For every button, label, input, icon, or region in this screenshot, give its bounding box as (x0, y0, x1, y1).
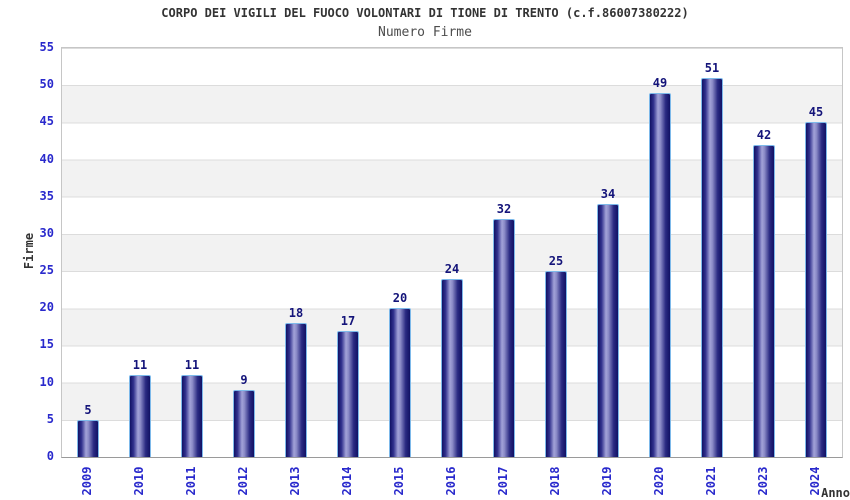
x-tick-label: 2012 (236, 466, 250, 496)
x-tick-label: 2024 (808, 466, 822, 496)
y-tick-label: 50 (39, 77, 54, 92)
bar-value-label: 34 (600, 187, 616, 202)
x-tick-label: 2019 (600, 466, 614, 496)
y-tick-label: 25 (39, 263, 54, 278)
x-tick-label: 2013 (288, 466, 302, 496)
bar-value-label: 42 (756, 127, 772, 142)
bar (441, 278, 463, 457)
bar (805, 122, 827, 457)
bar-value-label: 20 (392, 291, 408, 306)
x-tick-label: 2021 (704, 466, 718, 496)
bar-value-label: 5 (84, 402, 92, 417)
bar (597, 204, 619, 457)
y-tick-label: 45 (39, 114, 54, 129)
x-axis-title: Anno (821, 486, 850, 500)
bar-value-label: 51 (704, 60, 720, 75)
x-tick-label: 2016 (444, 466, 458, 496)
x-tick-label: 2015 (392, 466, 406, 496)
chart-title: CORPO DEI VIGILI DEL FUOCO VOLONTARI DI … (161, 6, 689, 20)
y-tick-label: 55 (39, 40, 54, 54)
y-tick-label: 10 (39, 374, 54, 389)
bar (129, 375, 151, 457)
bar-value-label: 32 (496, 202, 512, 217)
bar (753, 144, 775, 457)
bar (649, 92, 671, 457)
bar-value-label: 9 (240, 373, 248, 388)
bar-value-label: 45 (808, 105, 824, 120)
bar (389, 308, 411, 457)
bar (337, 330, 359, 457)
y-tick-label: 5 (46, 411, 54, 426)
bar (493, 219, 515, 457)
bar-value-label: 25 (548, 254, 564, 269)
x-tick-label: 2010 (132, 466, 146, 496)
bar (545, 271, 567, 457)
y-tick-label: 35 (39, 188, 54, 203)
bar-value-label: 18 (288, 306, 304, 321)
y-tick-label: 20 (39, 300, 54, 315)
bar-value-label: 11 (132, 358, 148, 373)
x-tick-label: 2017 (496, 466, 510, 496)
y-tick-label: 15 (39, 337, 54, 352)
x-tick-label: 2023 (756, 466, 770, 496)
bar (77, 419, 99, 457)
x-tick-label: 2014 (340, 466, 354, 496)
plot-area: 5 11 11 9 18 17 20 24 32 25 34 49 51 42 45 (61, 47, 843, 458)
x-tick-label: 2011 (184, 466, 198, 496)
y-tick-label: 0 (46, 449, 54, 463)
chart-subtitle: Numero Firme (378, 25, 472, 40)
bar-value-label: 11 (184, 358, 200, 373)
bar (285, 323, 307, 457)
y-tick-label: 30 (39, 225, 54, 240)
bar (701, 77, 723, 457)
x-tick-label: 2018 (548, 466, 562, 496)
y-tick-label: 40 (39, 151, 54, 166)
bar-value-label: 17 (340, 313, 356, 328)
bar (181, 375, 203, 457)
bar-value-label: 49 (652, 75, 668, 90)
x-tick-label: 2009 (80, 466, 94, 496)
bar-value-label: 24 (444, 261, 460, 276)
x-tick-label: 2020 (652, 466, 666, 496)
bar (233, 390, 255, 457)
